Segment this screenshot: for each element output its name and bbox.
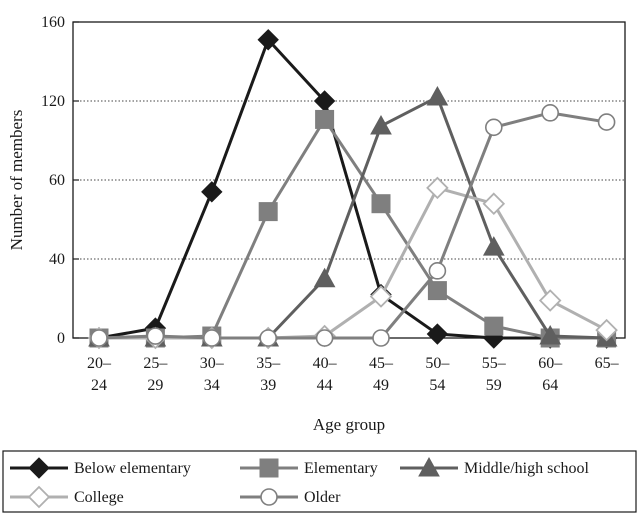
open-circle-marker	[428, 262, 447, 280]
legend-filled-square-marker	[259, 458, 279, 478]
series-line	[98, 111, 607, 340]
open-diamond-marker	[595, 318, 618, 342]
legend-item: Elementary	[240, 458, 378, 478]
open-diamond-marker	[482, 192, 506, 215]
series-0	[88, 29, 618, 349]
filled-square-marker	[484, 316, 504, 336]
filled-triangle-marker	[539, 324, 562, 345]
legend-filled-triangle-marker	[418, 456, 440, 477]
open-circle-marker	[146, 327, 165, 345]
filled-square-marker	[258, 202, 278, 222]
filled-diamond-marker	[201, 181, 223, 203]
series-2	[88, 86, 618, 347]
y-tick-label: 160	[41, 14, 65, 31]
filled-triangle-marker	[482, 236, 505, 256]
legend-item: Middle/high school	[400, 456, 589, 477]
y-tick-label: 60	[49, 172, 65, 189]
x-tick-label: 40– 44	[313, 355, 338, 394]
legend-item: College	[10, 485, 124, 509]
axes: 0 40 60 120 160 20– 24 25– 29 30– 34 35– 39 40– 44 45– 4…	[41, 14, 620, 394]
x-tick-label: 60– 64	[538, 355, 563, 394]
open-circle-marker	[372, 329, 390, 347]
series-4	[90, 104, 616, 347]
series-1	[89, 109, 617, 348]
filled-triangle-marker	[313, 267, 336, 288]
legend-open-circle-marker	[260, 488, 278, 506]
legend-label: Middle/high school	[464, 460, 589, 477]
x-axis-title: Age group	[313, 415, 385, 434]
gridlines	[73, 100, 625, 260]
open-diamond-marker	[538, 289, 562, 312]
open-circle-marker	[259, 329, 278, 347]
series-line	[99, 186, 608, 340]
open-circle-marker	[315, 329, 334, 347]
series-line	[99, 95, 607, 340]
x-tick-label: 30– 34	[200, 355, 225, 394]
filled-square-marker	[315, 109, 335, 129]
legend-item: Below elementary	[10, 457, 191, 479]
legend-open-diamond-marker	[27, 485, 51, 509]
filled-square-marker	[371, 194, 391, 214]
x-tick-label: 50– 54	[425, 355, 450, 394]
legend-label: Below elementary	[74, 460, 191, 477]
series-line	[98, 38, 607, 340]
legend-item: Older	[240, 488, 341, 506]
open-circle-marker	[597, 113, 616, 131]
x-tick-label: 45– 49	[369, 355, 394, 394]
y-tick-label: 40	[49, 251, 65, 268]
x-tick-label: 55– 59	[482, 355, 507, 394]
open-circle-marker	[203, 329, 221, 347]
filled-square-marker	[427, 281, 447, 301]
x-tick-label: 35– 39	[256, 355, 281, 394]
y-tick-label: 0	[57, 330, 65, 347]
legend-box	[2, 450, 637, 513]
legend-label: Older	[304, 489, 341, 506]
x-tick-label: 65–	[595, 355, 620, 372]
x-tick-label: 25– 29	[143, 355, 168, 394]
filled-triangle-marker	[370, 114, 392, 135]
open-circle-marker	[484, 118, 503, 137]
open-circle-marker	[541, 104, 560, 122]
open-diamond-marker	[426, 176, 449, 200]
open-circle-marker	[90, 329, 108, 347]
filled-diamond-marker	[426, 323, 449, 345]
legend: Below elementary Elementary Middle/high sc…	[10, 456, 589, 509]
legend-label: College	[74, 489, 124, 506]
filled-triangle-marker	[426, 86, 449, 106]
series-group	[87, 29, 618, 350]
x-tick-label: 20– 24	[87, 355, 112, 394]
y-axis-title: Number of members	[7, 110, 26, 251]
open-diamond-marker	[369, 285, 393, 308]
y-tick-label: 120	[41, 93, 65, 110]
legend-filled-diamond-marker	[28, 457, 50, 479]
filled-diamond-marker	[257, 29, 279, 51]
legend-label: Elementary	[304, 460, 378, 477]
